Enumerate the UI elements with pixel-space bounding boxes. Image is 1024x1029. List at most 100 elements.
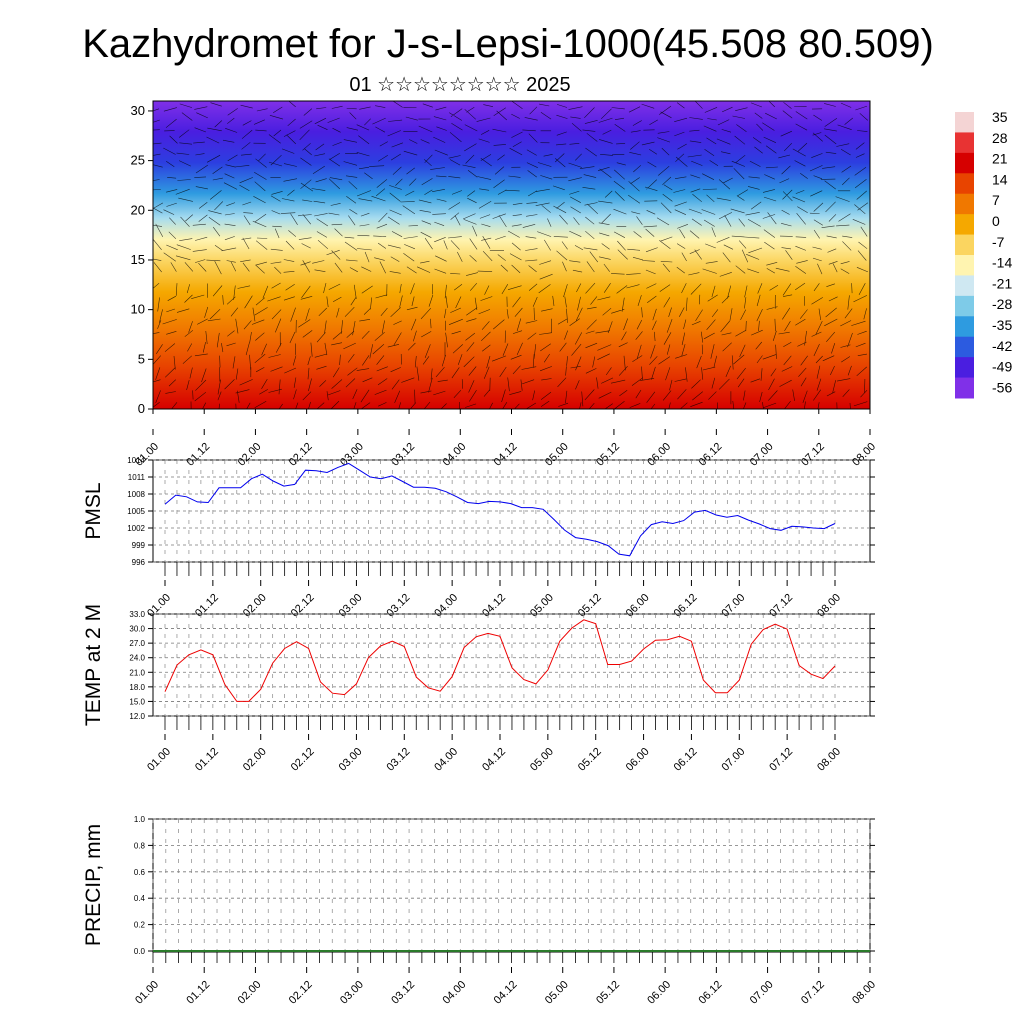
x-tick-label: 01.12 [184, 441, 212, 469]
x-tick-label: 06.00 [645, 979, 673, 1007]
y-tick-label: 25 [131, 153, 145, 168]
x-tick-label: 06.12 [697, 979, 725, 1007]
x-tick-label: 05.00 [528, 746, 556, 774]
x-tick-label: 01.00 [133, 979, 161, 1007]
x-tick-label: 05.00 [543, 441, 571, 469]
x-tick-label: 06.00 [645, 441, 673, 469]
x-tick-label: 02.12 [289, 746, 317, 774]
temp-axis-label: TEMP at 2 M [82, 604, 105, 726]
colorbar-label: -35 [992, 317, 1012, 333]
x-tick-label: 02.12 [287, 441, 315, 469]
colorbar-swatch [955, 336, 974, 358]
y-tick-label: 1005 [127, 507, 145, 516]
x-tick-label: 01.00 [145, 592, 173, 620]
colorbar-swatch [955, 214, 974, 236]
temp-series-line [164, 619, 836, 702]
y-tick-label: 1002 [127, 524, 145, 533]
y-tick-label: 27.0 [129, 639, 145, 648]
y-tick-label: 15.0 [129, 697, 145, 706]
colorbar-swatch [955, 193, 974, 215]
x-tick-label: 08.00 [815, 592, 843, 620]
x-tick-label: 02.00 [241, 746, 269, 774]
y-tick-label: 12.0 [129, 712, 145, 721]
x-tick-label: 08.00 [815, 746, 843, 774]
colorbar-swatch [955, 234, 974, 256]
colorbar-swatch [955, 112, 974, 133]
x-tick-label: 02.12 [287, 979, 315, 1007]
colorbar-swatch [955, 316, 974, 338]
pmsl-panel: 996 999 1002 1005 1008 1011 1014 01.00 01.12 02.… [82, 456, 875, 620]
colorbar-label: -49 [992, 359, 1012, 375]
x-tick-label: 04.12 [480, 746, 508, 774]
precip-panel: 0.0 0.2 0.4 0.6 0.8 1.0 01.00 01.12 02.00 02.12 0… [82, 815, 878, 1007]
x-tick-label: 03.12 [389, 441, 417, 469]
x-tick-label: 05.00 [528, 592, 556, 620]
y-tick-label: 15 [131, 252, 145, 267]
x-tick-label: 03.12 [384, 746, 412, 774]
x-tick-label: 01.12 [193, 592, 221, 620]
y-tick-label: 24.0 [129, 654, 145, 663]
x-tick-label: 07.00 [748, 979, 776, 1007]
colorbar-swatch [955, 357, 974, 379]
y-tick-label: 1014 [127, 456, 145, 465]
y-tick-label: 20 [131, 202, 145, 217]
colorbar-label: 7 [992, 192, 1000, 208]
x-tick-label: 07.12 [799, 441, 827, 469]
x-tick-label: 07.12 [799, 979, 827, 1007]
x-tick-label: 05.12 [594, 979, 622, 1007]
x-tick-label: 04.00 [432, 746, 460, 774]
x-tick-label: 06.12 [697, 441, 725, 469]
x-tick-label: 07.00 [719, 746, 747, 774]
y-tick-label: 1.0 [134, 815, 146, 824]
colorbar-label: -28 [992, 296, 1012, 312]
pmsl-axis-label: PMSL [82, 482, 105, 539]
y-tick-label: 0.6 [134, 868, 146, 877]
y-tick-label: 30 [131, 103, 145, 118]
colorbar-label: -42 [992, 338, 1012, 354]
colorbar-swatch [955, 275, 974, 297]
precip-axis-label: PRECIP, mm [82, 824, 105, 946]
x-tick-label: 03.00 [337, 746, 365, 774]
y-tick-label: 999 [132, 541, 146, 550]
y-tick-label: 5 [138, 351, 145, 366]
colorbar-label: 14 [992, 171, 1008, 187]
x-tick-label: 04.00 [432, 592, 460, 620]
x-tick-label: 03.12 [389, 979, 417, 1007]
colorbar-label: 35 [992, 109, 1008, 125]
x-tick-label: 03.00 [338, 979, 366, 1007]
x-tick-label: 04.12 [480, 592, 508, 620]
x-tick-label: 04.12 [492, 979, 520, 1007]
y-tick-label: 0.4 [134, 894, 146, 903]
x-tick-label: 07.12 [767, 746, 795, 774]
x-tick-label: 05.12 [576, 746, 604, 774]
y-tick-label: 21.0 [129, 668, 145, 677]
colorbar-swatch [955, 377, 974, 399]
colorbar-label: 0 [992, 213, 1000, 229]
x-tick-label: 03.00 [337, 592, 365, 620]
y-tick-label: 18.0 [129, 683, 145, 692]
y-tick-label: 10 [131, 302, 145, 317]
x-tick-label: 08.00 [850, 441, 878, 469]
x-tick-label: 05.12 [594, 441, 622, 469]
x-tick-label: 02.00 [236, 979, 264, 1007]
x-tick-label: 08.00 [850, 979, 878, 1007]
x-tick-label: 07.12 [767, 592, 795, 620]
x-tick-label: 02.00 [236, 441, 264, 469]
x-tick-label: 02.12 [289, 592, 317, 620]
x-tick-label: 02.00 [241, 592, 269, 620]
y-tick-label: 0.8 [134, 841, 146, 850]
x-tick-label: 01.12 [193, 746, 221, 774]
colorbar-swatch [955, 295, 974, 317]
x-tick-label: 06.12 [672, 592, 700, 620]
x-tick-label: 05.12 [576, 592, 604, 620]
page-title: Kazhydromet for J-s-Lepsi-1000(45.508 80… [82, 22, 934, 66]
x-tick-label: 04.00 [440, 979, 468, 1007]
y-tick-label: 1008 [127, 490, 145, 499]
x-tick-label: 06.00 [624, 592, 652, 620]
colorbar-swatch [955, 132, 974, 154]
temp-frame [152, 613, 871, 717]
colorbar-swatch [955, 173, 974, 195]
x-tick-label: 01.12 [184, 979, 212, 1007]
colorbar-label: -14 [992, 255, 1012, 271]
